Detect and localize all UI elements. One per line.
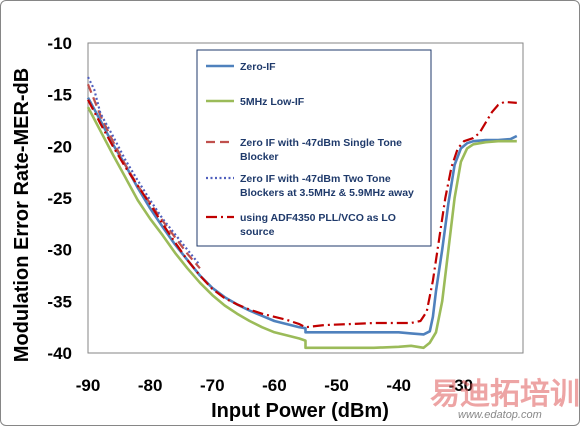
watermark-text: 易迪拓培训 <box>430 377 580 411</box>
y-tick-labels: -10 -15 -20 -25 -30 -35 -40 <box>47 34 72 363</box>
watermark: 易迪拓培训 www.edatop.com <box>430 377 580 421</box>
series-line-3 <box>86 83 201 270</box>
series-line-5 <box>87 99 517 329</box>
series-line-2 <box>86 106 517 350</box>
x-tick-label: -70 <box>200 376 225 395</box>
x-tick-label: -30 <box>449 376 474 395</box>
legend-label-3: Zero IF with -47dBm Single Tone <box>240 137 402 149</box>
x-axis-title: Input Power (dBm) <box>211 400 389 422</box>
y-tick-label: -30 <box>47 241 72 260</box>
y-tick-label: -20 <box>47 137 72 156</box>
x-tick-label: -50 <box>324 376 349 395</box>
x-tick-label: -80 <box>138 376 163 395</box>
legend-label-4: Blockers at 3.5MHz & 5.9MHz away <box>240 187 414 199</box>
legend-label-2: 5MHz Low-IF <box>240 96 305 108</box>
x-tick-label: -40 <box>386 376 411 395</box>
legend-label-3: Blocker <box>240 151 279 163</box>
y-tick-label: -10 <box>47 34 72 53</box>
x-tick-labels: -90 -80 -70 -60 -50 -40 -30 <box>76 376 473 395</box>
y-tick-label: -15 <box>47 86 72 105</box>
series-layer <box>86 76 518 350</box>
y-axis-title: Modulation Error Rate-MER-dB <box>11 68 33 362</box>
legend: Zero-IF 5MHz Low-IF Zero IF with -47dBm Si… <box>196 49 432 247</box>
y-tick-label: -25 <box>47 189 72 208</box>
legend-box <box>196 49 432 247</box>
legend-label-5: source <box>240 226 275 238</box>
watermark-url: www.edatop.com <box>458 409 542 421</box>
legend-label-1: Zero-IF <box>240 61 276 73</box>
legend-label-4: Zero IF with -47dBm Two Tone <box>240 173 391 185</box>
legend-label-5: using ADF4350 PLL/VCO as LO <box>240 212 396 224</box>
y-tick-label: -35 <box>47 292 72 311</box>
x-tick-label: -90 <box>76 376 101 395</box>
series-line-1 <box>86 97 518 336</box>
x-tick-label: -60 <box>262 376 287 395</box>
y-tick-label: -40 <box>47 344 72 363</box>
